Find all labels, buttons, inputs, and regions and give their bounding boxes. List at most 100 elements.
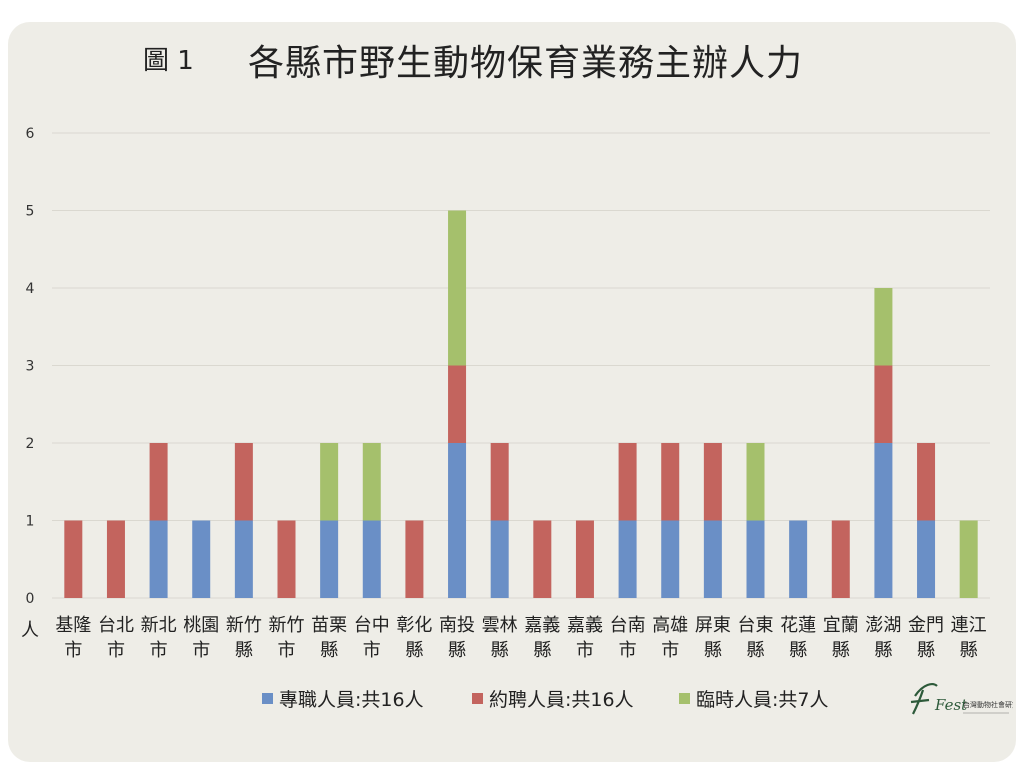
x-tick-label: 市 <box>363 640 381 661</box>
y-axis-label: 人 <box>21 620 39 641</box>
x-tick-label: 縣 <box>448 640 466 661</box>
x-tick-label: 市 <box>192 640 210 661</box>
x-tick-label: 縣 <box>320 640 338 661</box>
x-tick-label: 台東 <box>738 615 774 636</box>
bar-segment-contract <box>533 520 552 598</box>
y-tick-label: 1 <box>26 514 35 530</box>
y-tick-label: 4 <box>26 281 35 297</box>
y-tick-label: 6 <box>26 126 35 142</box>
bar-segment-contract <box>405 520 424 598</box>
bar-segment-fulltime <box>320 520 339 598</box>
x-tick-label: 台北 <box>98 615 134 636</box>
x-tick-label: 連江 <box>951 615 987 636</box>
x-tick-label: 縣 <box>960 640 978 661</box>
bar-segment-fulltime <box>149 520 168 598</box>
x-tick-label: 縣 <box>235 640 253 661</box>
bar-segment-contract <box>448 365 467 443</box>
bar-segment-fulltime <box>618 520 637 598</box>
bar-segment-contract <box>575 520 594 598</box>
legend-label-contract: 約聘人員:共16人 <box>489 688 634 711</box>
x-tick-label: 桃園 <box>183 615 219 636</box>
bar-segment-contract <box>64 520 83 598</box>
bar-segment-contract <box>917 443 936 521</box>
legend-swatch-fulltime <box>262 692 273 704</box>
x-tick-label: 縣 <box>405 640 423 661</box>
x-tick-label: 縣 <box>533 640 551 661</box>
x-tick-label: 嘉義 <box>567 615 603 636</box>
x-tick-label: 市 <box>278 640 296 661</box>
x-tick-label: 新竹 <box>269 615 305 636</box>
y-tick-label: 2 <box>26 436 35 452</box>
bar-segment-contract <box>874 365 893 443</box>
bar-segment-temporary <box>874 288 893 366</box>
x-tick-label: 縣 <box>747 640 765 661</box>
legend-item-contract: 約聘人員:共16人 <box>472 686 634 711</box>
x-tick-label: 縣 <box>874 640 892 661</box>
x-tick-label: 市 <box>661 640 679 661</box>
logo-glyph-stroke <box>910 683 938 715</box>
bar-segment-contract <box>703 443 722 521</box>
x-tick-label: 台中 <box>354 615 390 636</box>
x-tick-label: 高雄 <box>652 615 688 636</box>
bar-segment-contract <box>618 443 637 521</box>
x-tick-label: 金門 <box>908 615 944 636</box>
x-tick-label: 縣 <box>917 640 935 661</box>
x-tick-label: 苗栗 <box>311 615 347 636</box>
x-tick-label: 新竹 <box>226 615 262 636</box>
x-tick-label: 彰化 <box>396 615 432 636</box>
x-tick-label: 市 <box>619 640 637 661</box>
x-tick-label: 基隆 <box>55 615 91 636</box>
bar-segment-temporary <box>746 443 765 521</box>
bar-segment-fulltime <box>448 443 467 598</box>
bar-segment-fulltime <box>362 520 381 598</box>
legend-label-fulltime: 專職人員:共16人 <box>279 688 424 711</box>
bar-segment-contract <box>661 443 680 521</box>
x-tick-label: 宜蘭 <box>823 615 859 636</box>
bar-segment-contract <box>490 443 509 521</box>
x-tick-label: 市 <box>107 640 125 661</box>
legend-swatch-temporary <box>679 692 690 704</box>
bar-segment-fulltime <box>746 520 765 598</box>
x-tick-label: 屏東 <box>695 615 731 636</box>
x-tick-label: 南投 <box>439 615 475 636</box>
figure-label: 圖 1 <box>143 46 194 76</box>
legend-item-temporary: 臨時人員:共7人 <box>679 686 829 711</box>
bar-segment-fulltime <box>234 520 253 598</box>
x-tick-label: 市 <box>150 640 168 661</box>
y-tick-label: 3 <box>26 359 35 375</box>
organization-logo-icon: Fest 台灣動物社會研究會 <box>910 683 1013 715</box>
bar-segment-fulltime <box>490 520 509 598</box>
bar-segment-fulltime <box>917 520 936 598</box>
logo-script-text: Fest <box>934 696 968 714</box>
x-tick-label: 縣 <box>491 640 509 661</box>
bar-segment-fulltime <box>874 443 893 598</box>
bar-segment-temporary <box>448 210 467 366</box>
bar-segment-contract <box>106 520 125 598</box>
legend-swatch-contract <box>472 692 483 704</box>
y-tick-label: 5 <box>26 204 35 220</box>
x-tick-label: 嘉義 <box>524 615 560 636</box>
chart-title: 各縣市野生動物保育業務主辦人力 <box>248 43 804 84</box>
bar-segment-fulltime <box>661 520 680 598</box>
bar-segment-fulltime <box>703 520 722 598</box>
bar-segment-contract <box>831 520 850 598</box>
x-tick-label: 花蓮 <box>780 615 816 636</box>
x-tick-label: 市 <box>576 640 594 661</box>
bar-segment-temporary <box>362 443 381 521</box>
x-tick-label: 縣 <box>832 640 850 661</box>
x-tick-label: 縣 <box>704 640 722 661</box>
x-tick-label: 縣 <box>789 640 807 661</box>
x-tick-label: 市 <box>64 640 82 661</box>
logo-caption: 台灣動物社會研究會 <box>963 700 1013 709</box>
bar-segment-temporary <box>959 520 978 598</box>
bar-segment-contract <box>277 520 296 598</box>
bar-segment-contract <box>149 443 168 521</box>
y-tick-label: 0 <box>26 591 35 607</box>
x-tick-label: 雲林 <box>482 615 518 636</box>
legend-label-temporary: 臨時人員:共7人 <box>696 688 829 711</box>
legend-item-fulltime: 專職人員:共16人 <box>262 686 424 711</box>
bar-segment-fulltime <box>192 520 211 598</box>
bar-segment-fulltime <box>789 520 808 598</box>
slide-background <box>8 22 1016 762</box>
